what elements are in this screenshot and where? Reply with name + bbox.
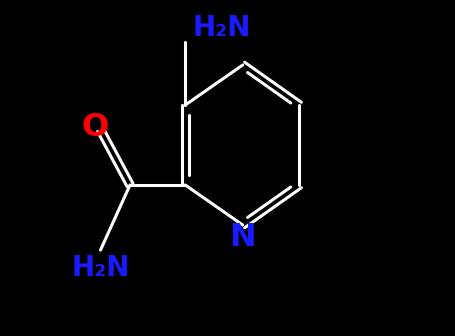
Text: N: N xyxy=(229,222,256,253)
Text: H₂N: H₂N xyxy=(71,254,129,282)
Text: O: O xyxy=(81,113,109,143)
Text: H₂N: H₂N xyxy=(192,14,251,42)
